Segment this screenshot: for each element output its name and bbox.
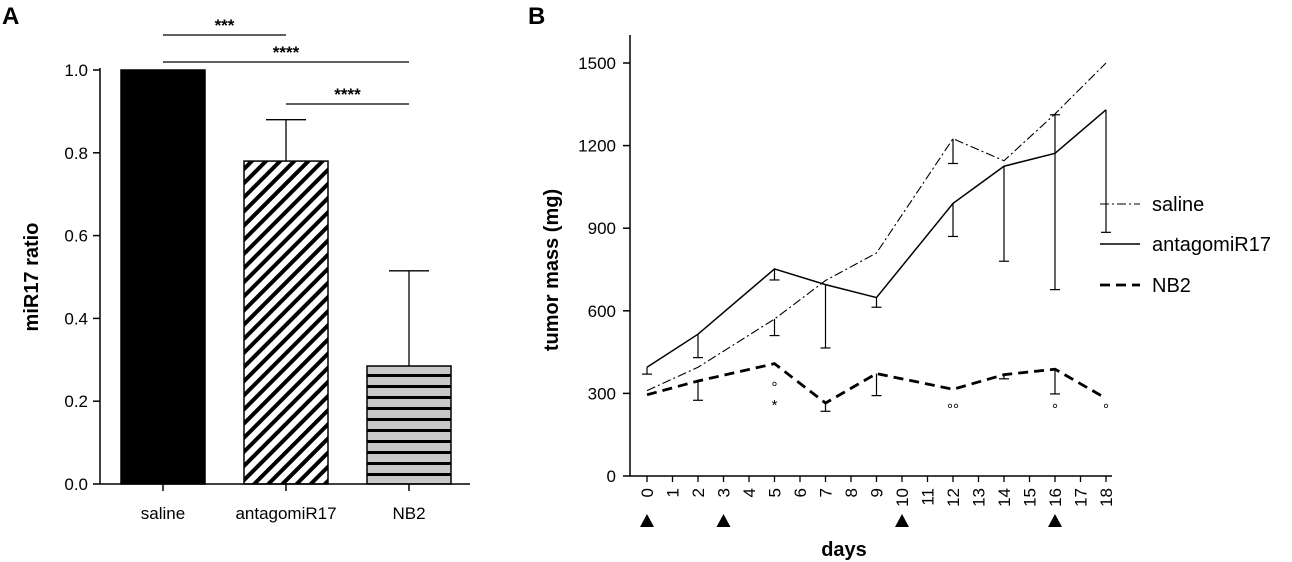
b-x-tick-label: 8	[842, 488, 861, 497]
b-x-tick-label: 5	[766, 488, 785, 497]
b-x-tick-label: 12	[944, 488, 963, 507]
b-legend: saline antagomiR17 NB2	[1100, 194, 1271, 297]
b-x-tick-label: 11	[919, 488, 938, 506]
b-x-tick-label: 14	[995, 488, 1014, 507]
b-x-tick-label: 6	[791, 488, 810, 497]
panel-a: A 0.0 0.2 0.4 0.6 0.8 1.0 saline antagomiR17 NB2…	[2, 3, 470, 523]
b-x-tick-label: 17	[1072, 488, 1091, 507]
significance-mark: °	[1052, 401, 1058, 418]
b-x-tick-label: 9	[868, 488, 887, 497]
bar-saline	[120, 69, 206, 485]
a-x-tick-label-saline: saline	[141, 504, 185, 523]
a-significance: ***********	[163, 16, 409, 105]
b-x-tick-label: 13	[970, 488, 989, 507]
a-axes: 0.0 0.2 0.4 0.6 0.8 1.0 saline antagomiR17 NB2	[64, 61, 470, 523]
b-x-tick-label: 0	[638, 488, 657, 497]
treatment-marker-day-3	[716, 514, 731, 527]
b-x-tick-label: 16	[1046, 488, 1065, 507]
b-lines: °* °° ° °	[642, 62, 1111, 418]
b-x-tick-label: 7	[817, 488, 836, 497]
a-x-tick-label-NB2: NB2	[392, 504, 425, 523]
b-x-tick-label: 10	[893, 488, 912, 507]
legend-label-NB2: NB2	[1152, 275, 1191, 297]
b-x-tick-label: 1	[664, 488, 683, 497]
b-y-tick-label: 0	[607, 467, 616, 486]
b-x-tick-label: 15	[1021, 488, 1040, 507]
a-y-tick-label: 1.0	[64, 61, 88, 80]
significance-label: ***	[215, 16, 235, 35]
significance-label: ****	[334, 85, 361, 104]
a-y-tick-label: 0.4	[64, 309, 88, 328]
panel-b-label: B	[528, 3, 545, 30]
treatment-marker-day-0	[640, 514, 654, 527]
a-y-tick-label: 0.8	[64, 144, 88, 163]
legend-label-saline: saline	[1152, 194, 1204, 216]
a-x-tick-label-antagomiR17: antagomiR17	[235, 504, 336, 523]
series-line-antagomiR17	[646, 109, 1107, 368]
b-x-tick-label: 2	[689, 488, 708, 497]
series-line-NB2	[646, 362, 1107, 405]
panel-a-label: A	[2, 3, 19, 30]
a-y-axis-title: miR17 ratio	[21, 223, 43, 332]
a-y-tick-label: 0.2	[64, 392, 88, 411]
significance-label: ****	[273, 43, 300, 62]
significance-mark: °	[1103, 401, 1109, 418]
b-y-tick-label: 900	[588, 219, 616, 238]
significance-mark: °	[772, 379, 778, 396]
significance-mark: °°	[947, 401, 959, 418]
b-y-tick-label: 1200	[578, 137, 616, 156]
b-x-tick-label: 18	[1097, 488, 1116, 507]
series-line-saline	[646, 62, 1107, 392]
b-y-tick-label: 300	[588, 384, 616, 403]
b-y-tick-label: 1500	[578, 54, 616, 73]
significance-mark: *	[772, 397, 778, 414]
a-bars	[120, 69, 452, 485]
a-y-tick-label: 0.6	[64, 227, 88, 246]
a-y-tick-label: 0.0	[64, 475, 88, 494]
b-x-tick-label: 4	[740, 488, 759, 497]
treatment-marker-day-10	[895, 514, 909, 527]
b-x-tick-label: 3	[715, 488, 734, 497]
b-y-axis-title: tumor mass (mg)	[541, 189, 563, 351]
b-y-tick-label: 600	[588, 302, 616, 321]
treatment-marker-day-16	[1048, 514, 1062, 527]
legend-label-antagomiR17: antagomiR17	[1152, 234, 1271, 256]
bar-NB2	[366, 365, 452, 485]
bar-antagomiR17	[243, 160, 329, 485]
b-x-axis-title: days	[821, 539, 867, 561]
